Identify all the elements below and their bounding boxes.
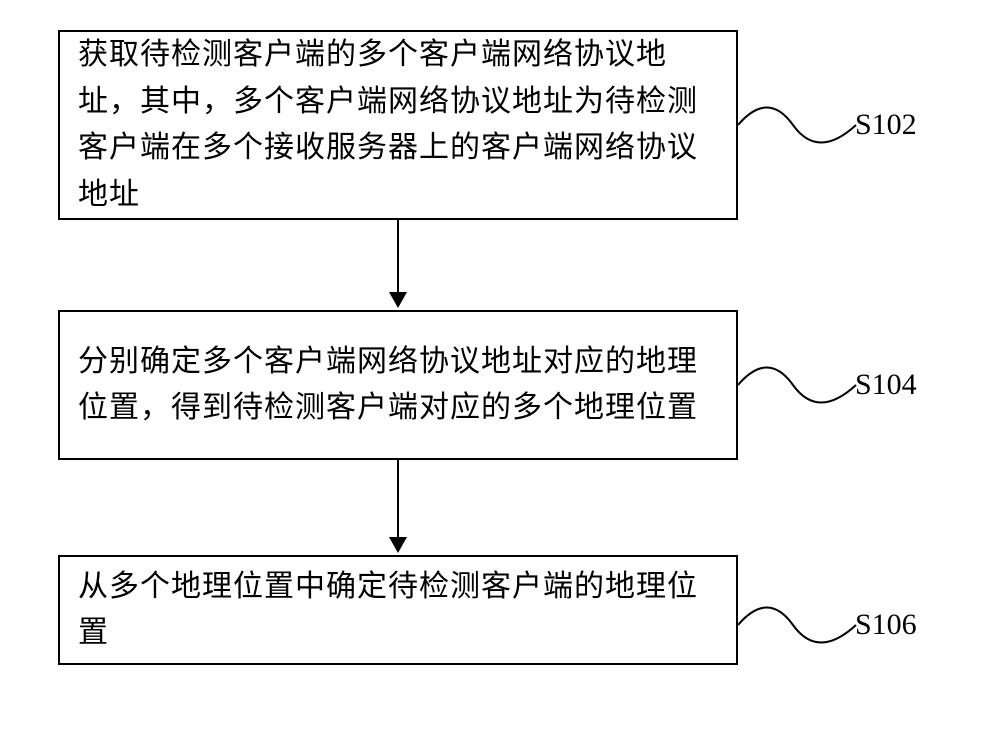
connector-curve-s102 bbox=[738, 95, 858, 155]
connector-curve-s104 bbox=[738, 355, 858, 415]
arrow-line-2 bbox=[397, 460, 399, 539]
connector-curve-s106 bbox=[738, 595, 858, 655]
step-label-s102: S102 bbox=[855, 108, 917, 142]
flow-step-s102: 获取待检测客户端的多个客户端网络协议地址，其中，多个客户端网络协议地址为待检测客… bbox=[58, 30, 738, 220]
arrow-line-1 bbox=[397, 220, 399, 294]
flow-step-text: 获取待检测客户端的多个客户端网络协议地址，其中，多个客户端网络协议地址为待检测客… bbox=[78, 32, 718, 218]
flow-step-s106: 从多个地理位置中确定待检测客户端的地理位置 bbox=[58, 555, 738, 665]
flow-step-text: 分别确定多个客户端网络协议地址对应的地理位置，得到待检测客户端对应的多个地理位置 bbox=[78, 339, 718, 432]
flow-step-text: 从多个地理位置中确定待检测客户端的地理位置 bbox=[78, 564, 718, 657]
step-label-text: S104 bbox=[855, 368, 917, 401]
arrow-head-1 bbox=[389, 292, 407, 308]
step-label-text: S106 bbox=[855, 608, 917, 641]
arrow-head-2 bbox=[389, 537, 407, 553]
step-label-text: S102 bbox=[855, 108, 917, 141]
step-label-s104: S104 bbox=[855, 368, 917, 402]
step-label-s106: S106 bbox=[855, 608, 917, 642]
flow-step-s104: 分别确定多个客户端网络协议地址对应的地理位置，得到待检测客户端对应的多个地理位置 bbox=[58, 310, 738, 460]
